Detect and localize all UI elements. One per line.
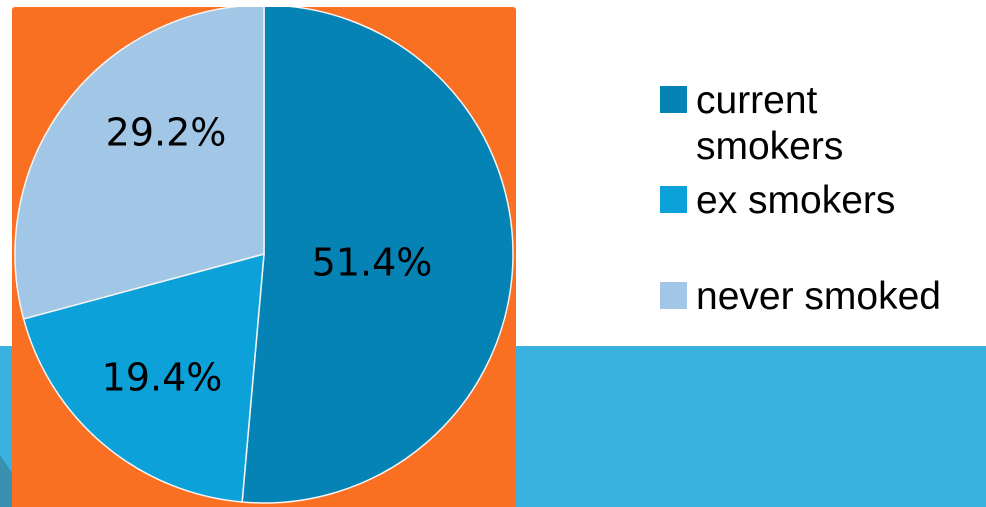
pie-slice-never-smoked — [14, 7, 265, 320]
legend-swatch-never-smoked — [660, 282, 687, 309]
legend-swatch-current-smokers — [660, 86, 687, 113]
legend-label-ex-smokers: ex smokers — [696, 179, 896, 222]
chart-panel: 51.4% 19.4% 29.2% — [12, 7, 516, 507]
pie-labels: 51.4% 19.4% 29.2% — [102, 111, 433, 400]
data-label-ex-smokers: 19.4% — [102, 356, 223, 400]
pie-slice-ex-smokers — [22, 252, 265, 503]
legend-item-never-smoked: never smoked — [660, 274, 966, 320]
legend-label-never-smoked: never smoked — [696, 275, 941, 318]
legend-label-current-smokers: current smokers — [696, 79, 844, 168]
data-label-never-smoked: 29.2% — [106, 111, 227, 155]
legend-item-current-smokers: current smokers — [660, 78, 966, 170]
legend-swatch-ex-smokers — [660, 186, 687, 213]
pie-slice-current-smokers — [241, 7, 514, 504]
data-label-current-smokers: 51.4% — [312, 241, 433, 285]
pie-chart: 51.4% 19.4% 29.2% — [14, 7, 514, 504]
pie-slices — [14, 7, 514, 504]
legend-item-ex-smokers: ex smokers — [660, 178, 966, 224]
